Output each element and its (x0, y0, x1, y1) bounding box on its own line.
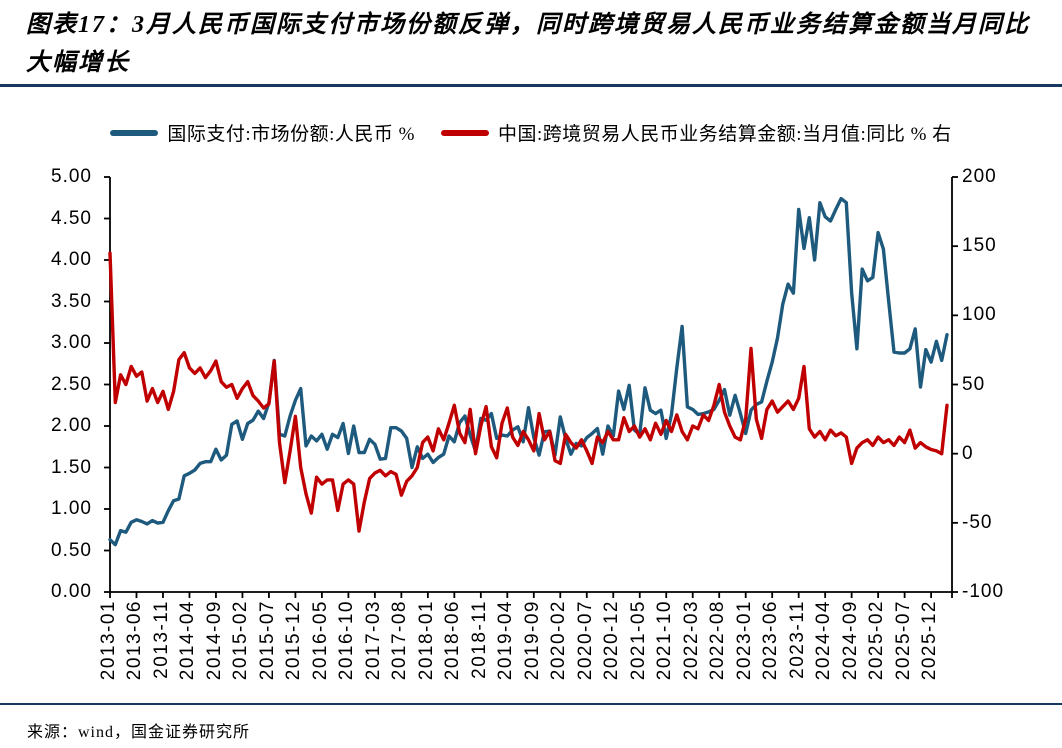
legend-line-swatch (110, 129, 159, 136)
x-axis-tick-label: 2025-07 (892, 600, 914, 681)
left-axis-tick-label: 3.50 (51, 290, 92, 312)
x-axis-tick-label: 2015-07 (256, 600, 278, 681)
chart-legend: 国际支付:市场份额:人民币 % 中国:跨境贸易人民币业务结算金额:当月值:同比 %… (0, 119, 1062, 146)
x-axis-tick-label: 2015-02 (230, 600, 252, 681)
x-axis-tick-label: 2013-01 (98, 600, 119, 681)
x-axis-tick-label: 2013-11 (150, 600, 172, 679)
legend-item: 国际支付:市场份额:人民币 % (110, 119, 415, 146)
left-axis-tick-label: 2.00 (51, 415, 92, 436)
left-axis-tick-label: 4.50 (51, 207, 92, 229)
left-axis-tick-label: 0.50 (51, 539, 92, 561)
right-axis-tick-label: -100 (962, 581, 1005, 602)
left-axis-tick-label: 3.00 (51, 332, 92, 353)
x-axis-tick-label: 2016-05 (309, 600, 331, 681)
x-axis-tick-label: 2018-11 (468, 600, 490, 679)
left-axis-tick-label: 1.50 (51, 456, 92, 478)
x-axis-tick-label: 2023-01 (733, 600, 755, 681)
x-axis-tick-label: 2022-03 (680, 600, 702, 681)
x-axis-tick-label: 2022-08 (707, 600, 729, 681)
legend-label: 中国:跨境贸易人民币业务结算金额:当月值:同比 % 右 (497, 124, 952, 145)
series-line-rmb-payment-share (108, 196, 949, 547)
x-axis-tick-label: 2025-02 (866, 600, 888, 681)
right-axis-tick-label: -50 (962, 511, 993, 533)
right-axis-tick-label: 200 (962, 166, 997, 187)
x-axis-tick-label: 2014-09 (203, 600, 225, 681)
x-axis-tick-label: 2021-05 (627, 600, 649, 681)
x-axis-tick-label: 2018-01 (415, 600, 437, 681)
x-axis-tick-label: 2025-12 (919, 600, 941, 681)
x-axis-tick-label: 2020-12 (601, 600, 623, 681)
x-axis-tick-label: 2018-06 (442, 600, 464, 681)
left-axis-tick-label: 1.00 (51, 498, 92, 519)
x-axis-tick-label: 2017-08 (389, 600, 411, 681)
x-axis-tick-label: 2019-09 (521, 600, 543, 681)
right-axis-tick-label: 150 (962, 235, 997, 257)
left-axis-tick-label: 5.00 (51, 166, 92, 187)
right-axis-tick-label: 50 (962, 373, 986, 395)
series-line-settlement-yoy (108, 251, 949, 533)
x-axis-tick-label: 2016-10 (336, 600, 358, 681)
x-axis-tick-label: 2023-11 (786, 600, 808, 679)
legend-line-swatch (440, 129, 489, 136)
source-note: 来源：wind，国金证券研究所 (27, 724, 251, 741)
x-axis-tick-label: 2017-03 (362, 600, 384, 681)
x-axis-tick-label: 2013-06 (124, 600, 146, 681)
x-axis-tick-label: 2014-04 (177, 600, 199, 681)
x-axis-tick-label: 2024-09 (839, 600, 861, 681)
legend-item: 中国:跨境贸易人民币业务结算金额:当月值:同比 % 右 (440, 119, 952, 146)
figure-title: 图表17：3月人民币国际支付市场份额反弹，同时跨境贸易人民币业务结算金额当月同比… (26, 12, 1030, 76)
left-axis-tick-label: 2.50 (51, 373, 92, 395)
x-axis-tick-label: 2024-04 (813, 600, 835, 681)
legend-label: 国际支付:市场份额:人民币 % (167, 124, 415, 145)
right-axis-tick-label: 100 (962, 304, 997, 326)
x-axis-tick-label: 2020-07 (574, 600, 596, 681)
x-axis-tick-label: 2023-06 (760, 600, 782, 681)
x-axis-tick-label: 2020-02 (548, 600, 570, 681)
right-axis-tick-label: 0 (962, 442, 974, 464)
x-axis-tick-label: 2019-04 (495, 600, 517, 681)
x-axis-tick-label: 2021-10 (654, 600, 676, 681)
left-axis-tick-label: 0.00 (51, 581, 92, 602)
title-separator (0, 84, 1062, 87)
left-axis-tick-label: 4.00 (51, 249, 92, 270)
x-axis-tick-label: 2015-12 (283, 600, 305, 681)
source-separator (0, 703, 1062, 705)
